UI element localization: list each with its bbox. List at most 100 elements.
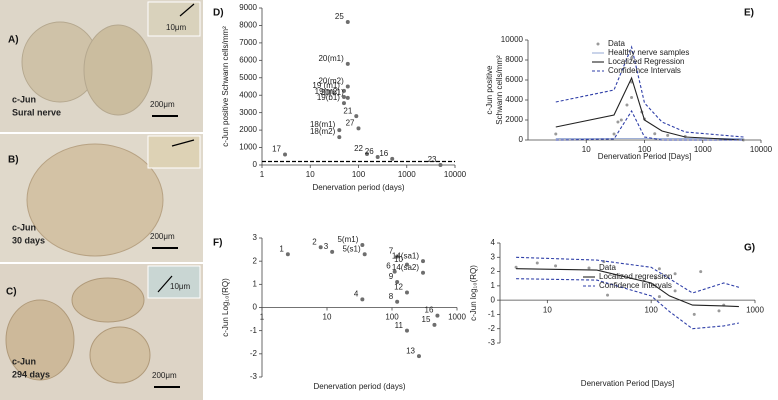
y-axis-label: c-Jun positive [485,65,494,114]
y-tick-label: 2 [491,267,496,276]
y-tick-label: 2000 [505,115,523,124]
data-point [625,103,629,107]
data-point [554,132,558,136]
point [375,154,380,159]
point-label: 23 [428,155,437,164]
arrow [171,139,195,147]
y-axis-label: c-Jun log₁₀(RQ) [469,265,478,321]
caption: 30 days [12,235,45,245]
y-tick-label: 5000 [239,73,257,82]
point [345,95,350,100]
arrow [157,275,173,293]
y-tick-label: 9000 [239,3,257,12]
x-tick-label: 1 [260,313,265,322]
data-point [619,118,623,122]
data-point [653,132,657,136]
fascicle [26,143,164,257]
y-tick-label: -2 [250,349,258,358]
data-point [692,312,696,316]
series-line [516,278,740,330]
point [395,280,400,285]
scale: 200μm [152,371,177,380]
x-tick-label: 1000 [448,313,466,322]
data-point [535,261,539,265]
x-tick-label: 1 [260,170,265,179]
caption: Sural nerve [12,107,61,117]
stain: c-Jun [12,94,36,104]
stain: c-Jun [12,356,36,366]
chart-title: D) [213,8,224,19]
point-label: 16 [425,306,434,315]
point-label: 12 [394,283,403,292]
data-point [653,276,657,280]
x-tick-label: 1000 [746,305,764,314]
data-point [657,267,661,271]
x-tick-label: 10 [543,305,552,314]
point [345,84,350,89]
series-line [555,109,744,141]
fascicle [89,326,151,384]
y-tick-label: 1 [491,281,496,290]
panel-label: A) [8,35,19,46]
y-tick-label: 0 [253,303,258,312]
point [341,88,346,93]
micrograph-b: B) c-Jun 30 days 200μm [0,134,203,262]
point [395,299,400,304]
point-label: 14(sa1) [392,251,419,260]
point-label: 2 [312,237,317,246]
point [285,252,290,257]
data-point [514,265,518,269]
point-label: 20(m1) [318,54,344,63]
inset [147,1,201,37]
point [362,252,367,257]
data-point [699,270,703,274]
data-point [606,293,610,297]
point [337,128,342,133]
point-label: 4 [354,290,359,299]
y-tick-label: 2 [253,256,258,265]
point [360,242,365,247]
data-point [666,133,670,137]
point [345,19,350,24]
y-axis-label: c-Jun positive Schwann cells/mm² [221,26,230,147]
y-axis-label: c-Jun Log₁₀(RQ) [221,278,230,337]
legend-label: Confidence Intervals [608,66,681,75]
fascicle [5,299,75,381]
inset-scale: 10μm [170,282,191,291]
panel-label: B) [8,155,19,166]
point [354,114,359,119]
scale: 200μm [150,100,175,109]
y-axis-label: Schwann cells/mm² [495,55,504,125]
point-label: 13 [406,346,415,355]
data-point [554,264,558,268]
point-label: 19 (m1) [312,81,340,90]
micrograph-c: C) c-Jun 294 days 10μm 200μm [0,264,203,400]
y-tick-label: 2000 [239,125,257,134]
inset [147,265,201,299]
legend-label: Data [599,263,616,272]
chart-title: E) [744,8,754,19]
point-label: 5(m1) [337,235,358,244]
x-axis-label: Denervation period (days) [313,382,405,391]
point [318,245,323,250]
y-tick-label: 6000 [505,75,523,84]
point [345,61,350,66]
y-tick-label: 8000 [505,55,523,64]
y-tick-label: -2 [488,324,496,333]
point [432,322,437,327]
data-point [630,96,634,99]
y-tick-label: 3000 [239,108,257,117]
stain: c-Jun [12,222,36,232]
point-label: 10 [394,255,403,264]
scale: 200μm [150,232,175,241]
data-point [612,132,616,136]
arrow [179,3,195,17]
y-tick-label: -1 [488,310,496,319]
x-tick-label: 10 [323,313,332,322]
legend-label: Data [608,39,625,48]
point [392,269,397,274]
point-label: 17 [272,145,281,154]
series-line [516,268,739,308]
y-tick-label: 4000 [505,95,523,104]
